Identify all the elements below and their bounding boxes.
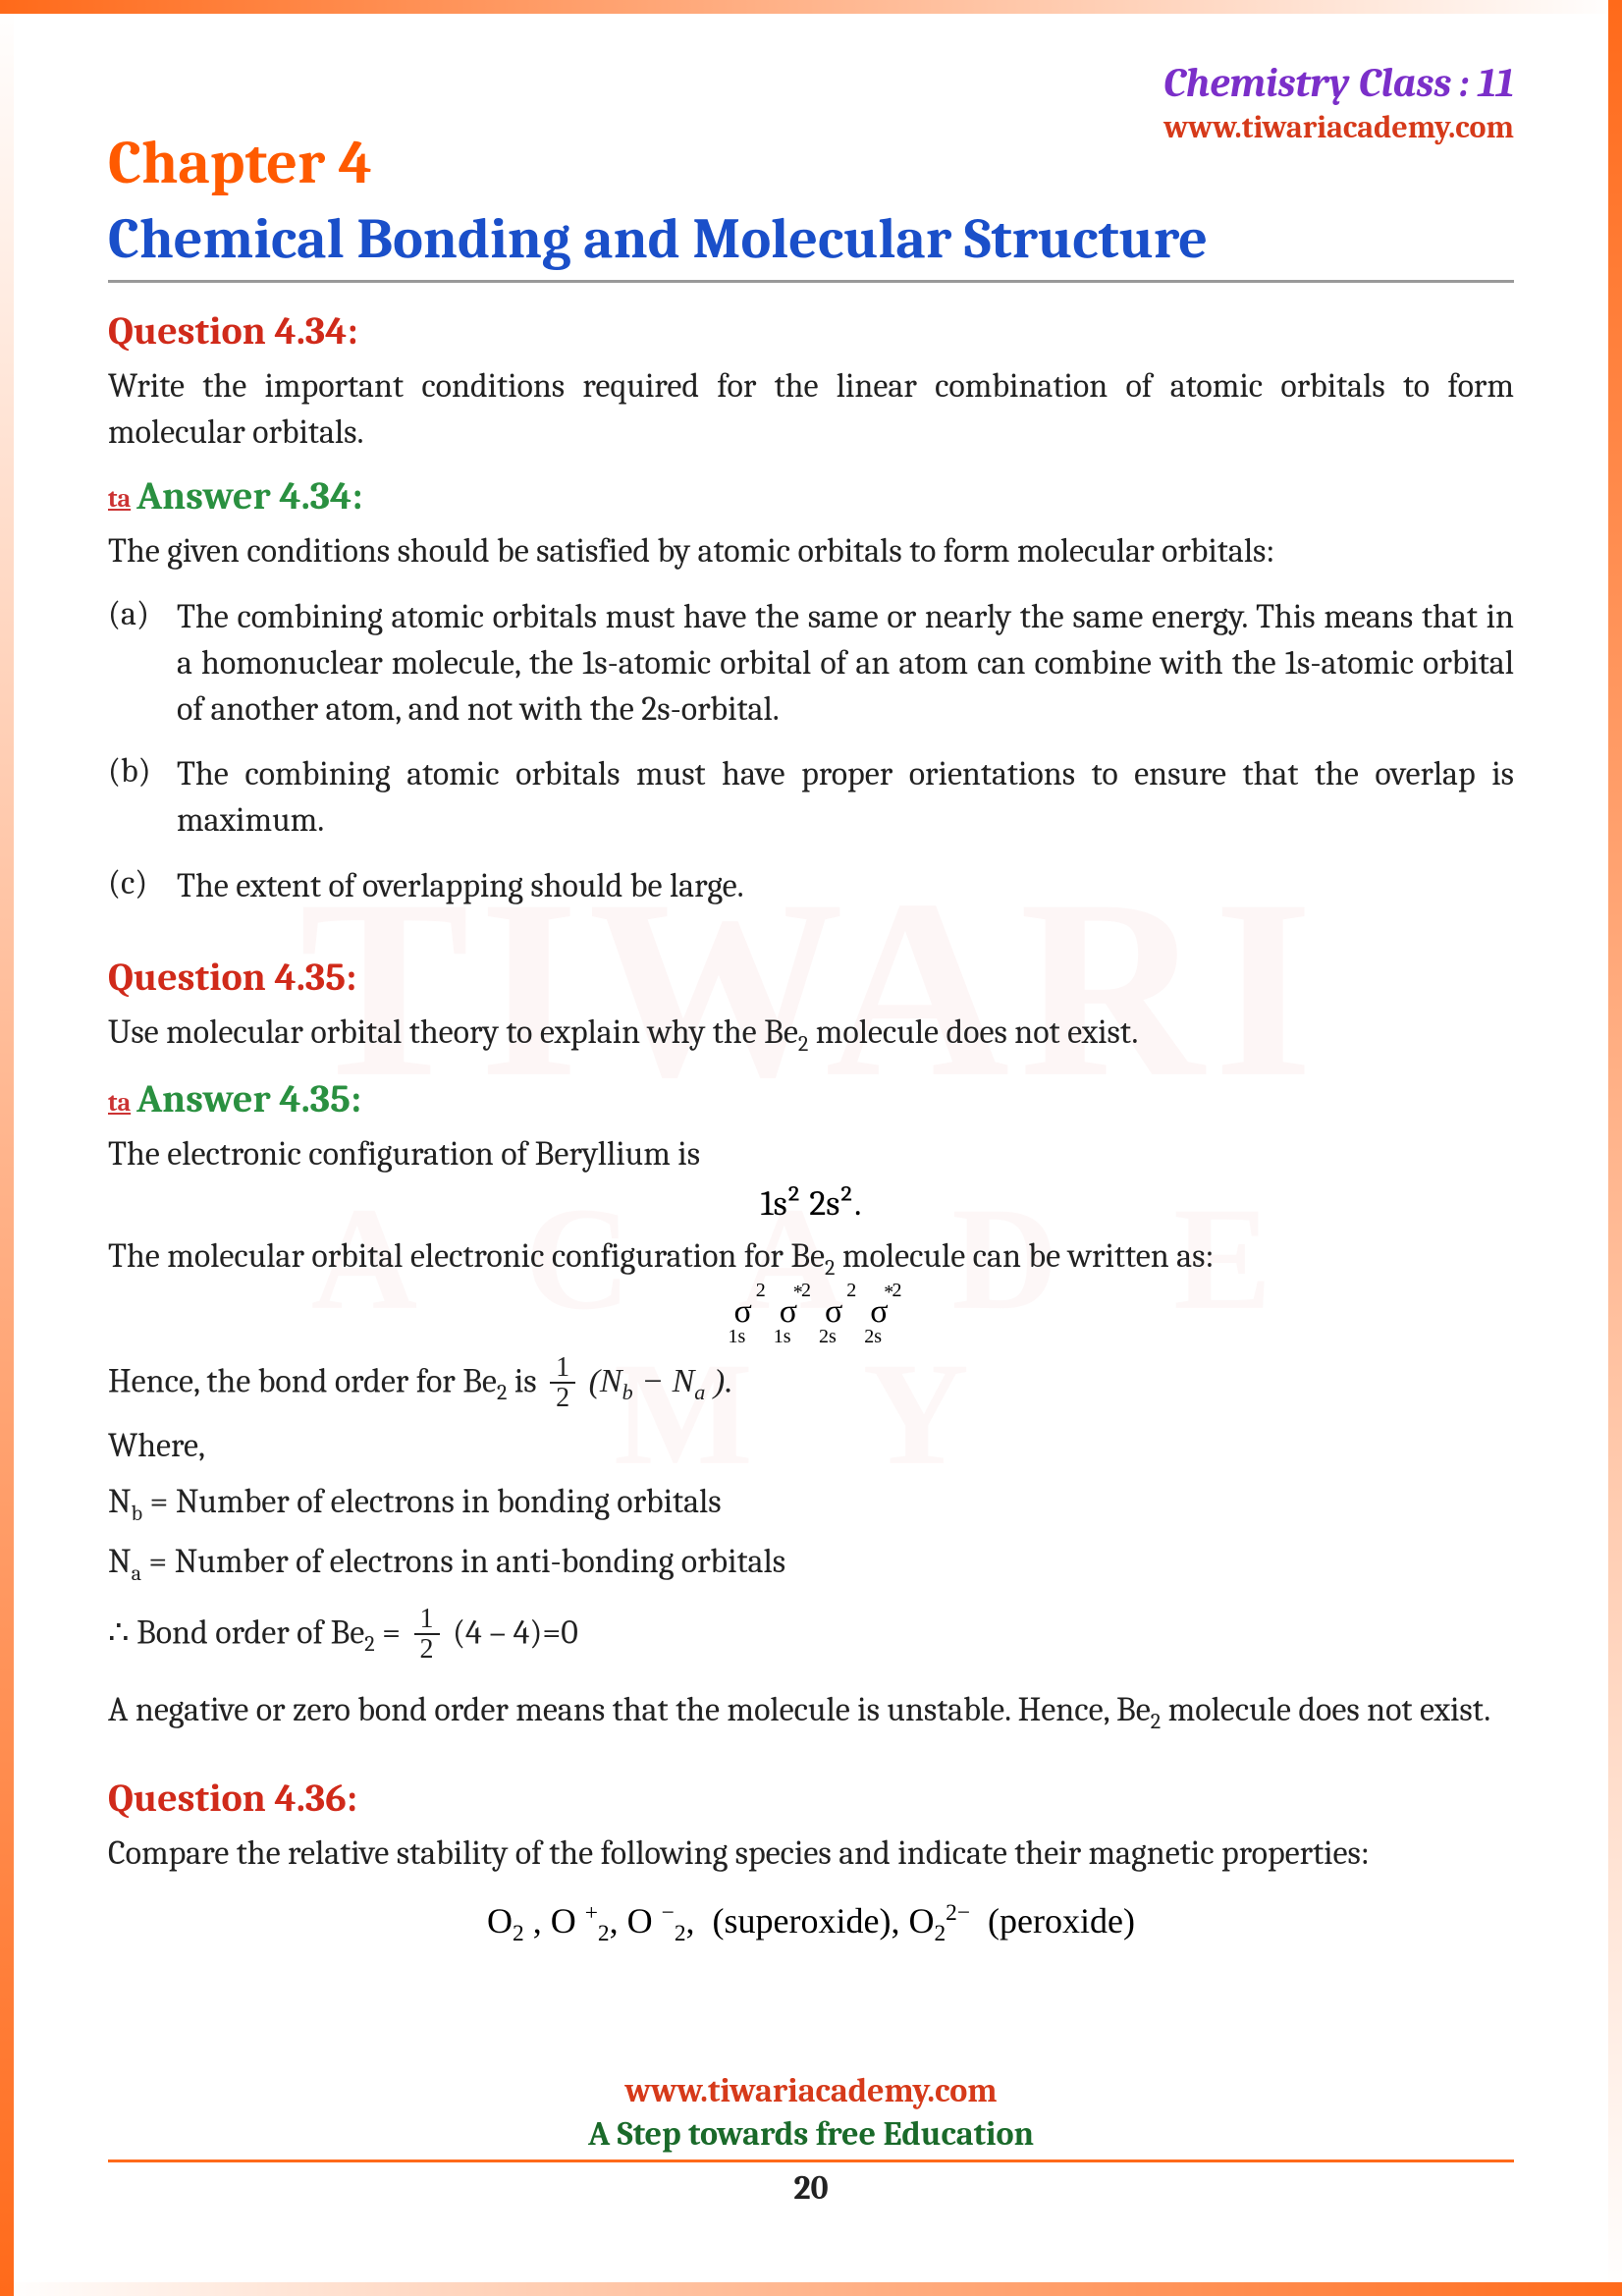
answer-434-intro: The given conditions should be satisfied… bbox=[108, 528, 1514, 574]
logo-mark-icon: ta bbox=[108, 1088, 131, 1118]
therefore-pre: ∴ Bond order of Be bbox=[108, 1613, 364, 1652]
q435-text-pre: Use molecular orbital theory to explain … bbox=[108, 1012, 798, 1052]
where-label: Where, bbox=[108, 1423, 1514, 1469]
concl-pre: A negative or zero bond order means that… bbox=[108, 1690, 1151, 1729]
therefore-line: ∴ Bond order of Be2 = 12 (4 – 4)=0 bbox=[108, 1606, 1514, 1666]
question-434-text: Write the important conditions required … bbox=[108, 363, 1514, 456]
na-def: Na = Number of electrons in anti-bonding… bbox=[108, 1539, 1514, 1588]
bo-rest: (Nb − Na ). bbox=[589, 1363, 733, 1399]
page-content: Chemistry Class : 11 www.tiwariacademy.c… bbox=[108, 59, 1514, 2217]
answer-435-p1: The electronic configuration of Berylliu… bbox=[108, 1131, 1514, 1177]
question-435-text: Use molecular orbital theory to explain … bbox=[108, 1010, 1514, 1059]
footer-site: www.tiwariacademy.com bbox=[108, 2071, 1514, 2110]
concl-post: molecule does not exist. bbox=[1161, 1690, 1490, 1729]
answer-435-p2: The molecular orbital electronic configu… bbox=[108, 1233, 1514, 1283]
list-label: (a) bbox=[108, 594, 177, 733]
fraction: 12 bbox=[550, 1354, 575, 1414]
list-item: (b) The combining atomic orbitals must h… bbox=[108, 751, 1514, 844]
border-left bbox=[0, 0, 14, 2296]
logo-mark-icon: ta bbox=[108, 484, 131, 514]
sigma-term: σ*22s bbox=[870, 1289, 888, 1331]
question-436-species: O2 , O +2, O −2, (superoxide), O22− (per… bbox=[108, 1900, 1514, 1947]
be-config: 1s² 2s². bbox=[108, 1183, 1514, 1224]
q435-text-post: molecule does not exist. bbox=[808, 1012, 1138, 1052]
fraction: 12 bbox=[414, 1606, 440, 1666]
sigma-term: σ21s bbox=[733, 1289, 751, 1331]
list-item: (a) The combining atomic orbitals must h… bbox=[108, 594, 1514, 733]
header: Chemistry Class : 11 www.tiwariacademy.c… bbox=[108, 59, 1514, 283]
border-top bbox=[0, 0, 1622, 14]
p2-pre: The molecular orbital electronic configu… bbox=[108, 1236, 825, 1276]
chapter-title: Chemical Bonding and Molecular Structure bbox=[108, 206, 1514, 283]
therefore-mid: = bbox=[375, 1613, 401, 1652]
answer-434-heading: taAnswer 4.34: bbox=[108, 473, 1514, 519]
page-number: 20 bbox=[108, 2168, 1514, 2208]
question-434-heading: Question 4.34: bbox=[108, 308, 1514, 354]
p3-mid: is bbox=[507, 1361, 544, 1400]
question-436-heading: Question 4.36: bbox=[108, 1776, 1514, 1821]
footer: www.tiwariacademy.com A Step towards fre… bbox=[108, 2071, 1514, 2208]
border-right bbox=[1608, 0, 1622, 2296]
answer-434-heading-text: Answer 4.34: bbox=[136, 473, 362, 519]
list-body: The extent of overlapping should be larg… bbox=[177, 863, 1514, 909]
footer-tagline: A Step towards free Education bbox=[108, 2114, 1514, 2154]
list-label: (c) bbox=[108, 863, 177, 909]
p2-post: molecule can be written as: bbox=[835, 1236, 1214, 1276]
p3-pre: Hence, the bond order for Be bbox=[108, 1361, 497, 1400]
sigma-term: σ22s bbox=[825, 1289, 842, 1331]
list-item: (c) The extent of overlapping should be … bbox=[108, 863, 1514, 909]
list-body: The combining atomic orbitals must have … bbox=[177, 751, 1514, 844]
nb-def: Nb = Number of electrons in bonding orbi… bbox=[108, 1479, 1514, 1528]
sigma-term: σ*21s bbox=[780, 1289, 797, 1331]
border-bottom bbox=[0, 2282, 1622, 2296]
answer-434-list: (a) The combining atomic orbitals must h… bbox=[108, 594, 1514, 909]
subject-label: Chemistry Class : 11 bbox=[108, 59, 1514, 107]
answer-435-heading-text: Answer 4.35: bbox=[136, 1076, 361, 1121]
mo-configuration: σ21s σ*21s σ22s σ*22s bbox=[108, 1289, 1514, 1344]
list-body: The combining atomic orbitals must have … bbox=[177, 594, 1514, 733]
answer-435-conclusion: A negative or zero bond order means that… bbox=[108, 1687, 1514, 1736]
answer-435-p3: Hence, the bond order for Be2 is 12 (Nb … bbox=[108, 1354, 1514, 1414]
question-435-heading: Question 4.35: bbox=[108, 955, 1514, 1000]
list-label: (b) bbox=[108, 751, 177, 844]
question-436-text: Compare the relative stability of the fo… bbox=[108, 1831, 1514, 1877]
footer-rule bbox=[108, 2159, 1514, 2162]
answer-435-heading: taAnswer 4.35: bbox=[108, 1076, 1514, 1121]
bo-calc-rest: (4 – 4)=0 bbox=[453, 1613, 578, 1652]
